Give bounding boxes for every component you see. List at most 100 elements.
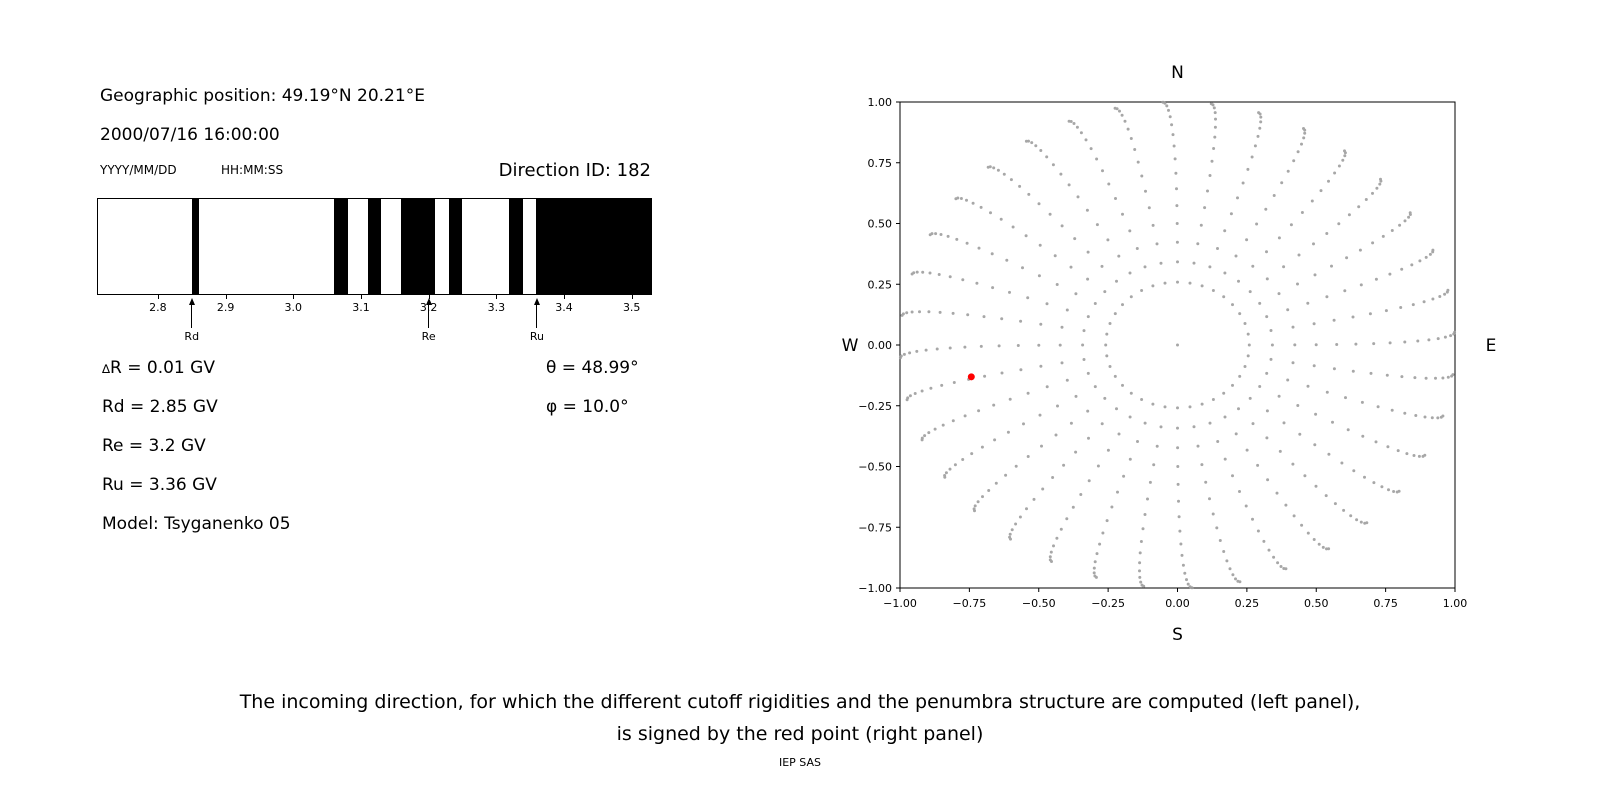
direction-dot (1403, 411, 1407, 415)
direction-dot (946, 234, 950, 238)
direction-dot (1128, 229, 1132, 233)
direction-dot (1243, 322, 1247, 325)
x-tick-label: −0.25 (1091, 597, 1125, 610)
direction-dot (1408, 211, 1412, 215)
direction-dot (1296, 150, 1300, 154)
direction-dot (1196, 242, 1200, 246)
direction-dot (1188, 281, 1192, 285)
direction-dot (1200, 463, 1204, 467)
direction-dot (1272, 555, 1276, 559)
direction-dot (1344, 396, 1347, 400)
direction-dot (913, 392, 917, 395)
direction-dot (1416, 339, 1420, 343)
direction-dot (1022, 422, 1025, 426)
direction-dot (1270, 343, 1274, 347)
direction-dot (1024, 234, 1028, 238)
direction-dot (1388, 272, 1392, 276)
direction-dot (1116, 490, 1119, 494)
forbidden-rigidity-band (192, 199, 200, 294)
direction-dot (905, 311, 909, 315)
direction-dot (1296, 404, 1300, 407)
direction-dot (943, 475, 947, 479)
direction-dot (1361, 434, 1365, 438)
y-tick-label: −0.75 (858, 521, 892, 534)
direction-dot (1414, 414, 1418, 417)
direction-dot (1117, 254, 1121, 258)
direction-dot (1113, 106, 1117, 110)
direction-dot (1014, 522, 1018, 526)
direction-dot (1087, 479, 1091, 483)
direction-dot (1203, 206, 1207, 210)
direction-dot (1100, 264, 1104, 268)
direction-dot (1019, 368, 1023, 372)
direction-dot (1266, 478, 1270, 482)
direction-dot (1026, 296, 1030, 300)
direction-dot (1161, 100, 1165, 104)
direction-dot (1265, 277, 1269, 281)
direction-dot (1292, 159, 1296, 163)
direction-dot (1352, 469, 1356, 473)
direction-dot (1139, 540, 1143, 543)
direction-dot (1208, 265, 1212, 269)
direction-dot (1175, 222, 1179, 225)
direction-dot (1176, 446, 1180, 450)
direction-dot (1126, 127, 1130, 131)
direction-dot (924, 348, 928, 352)
direction-dot (1422, 300, 1426, 304)
direction-dot (1225, 559, 1229, 563)
marker-label-ru: Ru (529, 330, 544, 343)
direction-dot (1059, 527, 1063, 531)
direction-dot (1082, 358, 1086, 361)
direction-dot (1143, 513, 1147, 516)
direction-dot (1278, 449, 1282, 453)
direction-dot (1374, 277, 1378, 281)
direction-dot (1074, 394, 1078, 398)
direction-dot (1026, 455, 1030, 458)
ru-value: Ru = 3.36 GV (102, 475, 217, 495)
direction-dot (1206, 189, 1209, 193)
direction-dot (1208, 174, 1212, 177)
direction-dot (1040, 444, 1043, 448)
direction-dot (1065, 378, 1069, 382)
direction-dot (953, 463, 957, 467)
direction-dot (1371, 241, 1375, 245)
direction-dot (1234, 432, 1238, 436)
direction-dot (1168, 115, 1172, 119)
direction-dot (1074, 450, 1078, 454)
direction-dot (1284, 567, 1288, 571)
direction-dot (1441, 376, 1445, 380)
direction-dot (910, 310, 914, 314)
direction-dot (1085, 208, 1089, 212)
direction-dot (1364, 198, 1368, 201)
direction-dot (1208, 497, 1211, 501)
direction-dot (1133, 148, 1137, 151)
direction-dot (1055, 283, 1059, 286)
direction-dot (938, 310, 942, 314)
direction-dot (1079, 493, 1083, 496)
direction-dot (1016, 344, 1020, 347)
direction-dot (963, 345, 967, 349)
direction-dot (1008, 397, 1012, 401)
center-dot (1176, 343, 1179, 347)
direction-dot (1037, 274, 1041, 278)
direction-dot (1390, 229, 1394, 232)
direction-dot (1051, 476, 1055, 479)
direction-dot (1180, 553, 1184, 557)
direction-dot (1331, 420, 1334, 424)
direction-dot (1303, 131, 1307, 135)
direction-dot (1272, 194, 1276, 197)
direction-dot (1405, 452, 1409, 456)
penumbra-x-tick (225, 295, 227, 299)
direction-dot (1173, 157, 1177, 161)
direction-dot (1390, 408, 1394, 412)
direction-dot (1337, 164, 1341, 168)
direction-dot (996, 168, 1000, 172)
direction-dot (1250, 155, 1254, 159)
direction-dot (1059, 172, 1063, 176)
direction-dot (1196, 444, 1200, 448)
direction-dot (1302, 136, 1306, 140)
direction-dot (1141, 527, 1145, 531)
direction-dot (1365, 521, 1369, 525)
direction-dot (1325, 295, 1329, 299)
direction-dot (1060, 224, 1064, 228)
